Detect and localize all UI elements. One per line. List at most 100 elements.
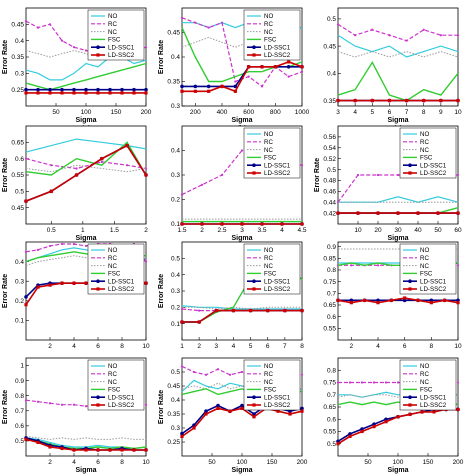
data-point xyxy=(180,307,184,311)
data-point xyxy=(260,65,264,69)
y-axis-label: Error Rate xyxy=(2,390,9,424)
chart-panel: 200 400 600 800 1000 0.3 0.35 0.4 0.45 Sigma Error… xyxy=(158,7,310,133)
x-tick-label: 600 xyxy=(243,109,254,116)
x-tick-label: 6 xyxy=(96,459,100,466)
x-tick-label: 2 xyxy=(48,343,52,350)
data-point xyxy=(216,368,220,371)
legend-label: FSC xyxy=(420,271,433,278)
legend-label: RC xyxy=(108,21,117,28)
data-point xyxy=(247,65,251,69)
data-point xyxy=(456,211,460,215)
x-tick-label: 4 xyxy=(353,109,357,116)
data-point xyxy=(72,281,76,285)
data-point xyxy=(48,91,52,95)
legend-label: FSC xyxy=(264,387,277,394)
data-point xyxy=(300,406,304,411)
x-tick-label: 2 xyxy=(144,227,148,234)
data-point xyxy=(456,173,460,177)
data-point xyxy=(193,84,198,89)
data-point xyxy=(96,91,100,95)
legend-label: LD-SSC2 xyxy=(420,286,447,293)
y-tick-label: 0.3 xyxy=(15,278,24,285)
x-tick-label: 2.5 xyxy=(217,227,226,234)
y-tick-label: 0.45 xyxy=(11,205,24,212)
data-point xyxy=(287,75,290,78)
x-axis-label: Sigma xyxy=(231,117,252,124)
legend-marker xyxy=(408,279,412,284)
legend-label: LD-SSC1 xyxy=(108,394,135,401)
data-point xyxy=(144,281,148,285)
data-point xyxy=(371,28,374,31)
series-line-no xyxy=(338,196,459,203)
legend-label: LD-SSC1 xyxy=(108,278,135,285)
y-tick-label: 0.5 xyxy=(171,369,180,376)
x-tick-label: 200 xyxy=(297,459,308,466)
y-tick-label: 0.45 xyxy=(11,22,24,29)
legend-label: RC xyxy=(264,371,273,378)
data-point xyxy=(144,87,148,92)
x-tick-label: 30 xyxy=(394,227,402,234)
x-tick-label: 8 xyxy=(120,343,124,350)
series-line-nc xyxy=(337,394,458,398)
data-point xyxy=(180,193,184,196)
legend-label: LD-SSC2 xyxy=(420,170,447,177)
data-point xyxy=(24,303,28,307)
x-tick-label: 50 xyxy=(434,227,442,234)
data-point xyxy=(356,211,360,215)
y-tick-label: 0.1 xyxy=(171,321,180,328)
data-point xyxy=(144,260,148,263)
data-point xyxy=(300,70,304,73)
x-tick-label: 0.5 xyxy=(47,227,56,234)
data-point xyxy=(180,89,184,93)
series-line-rc xyxy=(25,158,147,170)
y-tick-label: 0.46 xyxy=(323,189,336,196)
y-tick-label: 0.3 xyxy=(171,425,180,432)
data-point xyxy=(204,409,208,414)
data-point xyxy=(336,211,340,215)
y-tick-label: 0.75 xyxy=(323,380,336,387)
data-point xyxy=(404,98,409,103)
data-point xyxy=(132,448,136,452)
y-tick-label: 0.42 xyxy=(323,210,336,217)
data-point xyxy=(24,295,28,299)
x-tick-label: 4 xyxy=(72,459,76,466)
y-tick-label: 0.8 xyxy=(327,367,336,374)
legend-label: RC xyxy=(264,255,273,262)
data-point xyxy=(144,448,148,452)
data-point xyxy=(193,89,197,93)
y-tick-label: 1 xyxy=(20,363,24,370)
legend-label: FSC xyxy=(420,387,433,394)
data-point xyxy=(84,405,88,408)
data-point xyxy=(180,434,184,438)
x-tick-label: 7 xyxy=(405,109,409,116)
y-tick-label: 0.9 xyxy=(327,244,336,251)
data-point xyxy=(276,409,280,413)
legend-label: NO xyxy=(264,13,273,20)
legend-label: NO xyxy=(264,131,273,138)
data-point xyxy=(408,412,412,416)
x-tick-label: 40 xyxy=(414,227,422,234)
legend-label: NC xyxy=(420,263,429,270)
legend-box xyxy=(87,359,145,411)
x-tick-label: 8 xyxy=(422,109,426,116)
y-tick-label: 0.6 xyxy=(15,423,24,430)
data-point xyxy=(429,301,433,305)
y-tick-label: 0.7 xyxy=(327,392,336,399)
data-point xyxy=(370,98,374,103)
y-tick-label: 0.54 xyxy=(323,145,336,152)
legend-label: RC xyxy=(264,139,273,146)
data-point xyxy=(220,21,224,24)
legend-label: NC xyxy=(108,263,117,270)
legend-marker xyxy=(408,163,412,167)
y-tick-label: 0.1 xyxy=(171,221,180,228)
legend-marker xyxy=(252,45,256,49)
y-tick-label: 0.4 xyxy=(171,397,180,404)
data-point xyxy=(24,199,28,203)
data-point xyxy=(50,164,53,167)
data-point xyxy=(456,264,460,267)
x-tick-label: 2 xyxy=(350,343,354,350)
data-point xyxy=(360,429,364,434)
y-tick-label: 0.6 xyxy=(327,314,336,321)
data-point xyxy=(36,91,40,95)
data-point xyxy=(192,370,196,374)
